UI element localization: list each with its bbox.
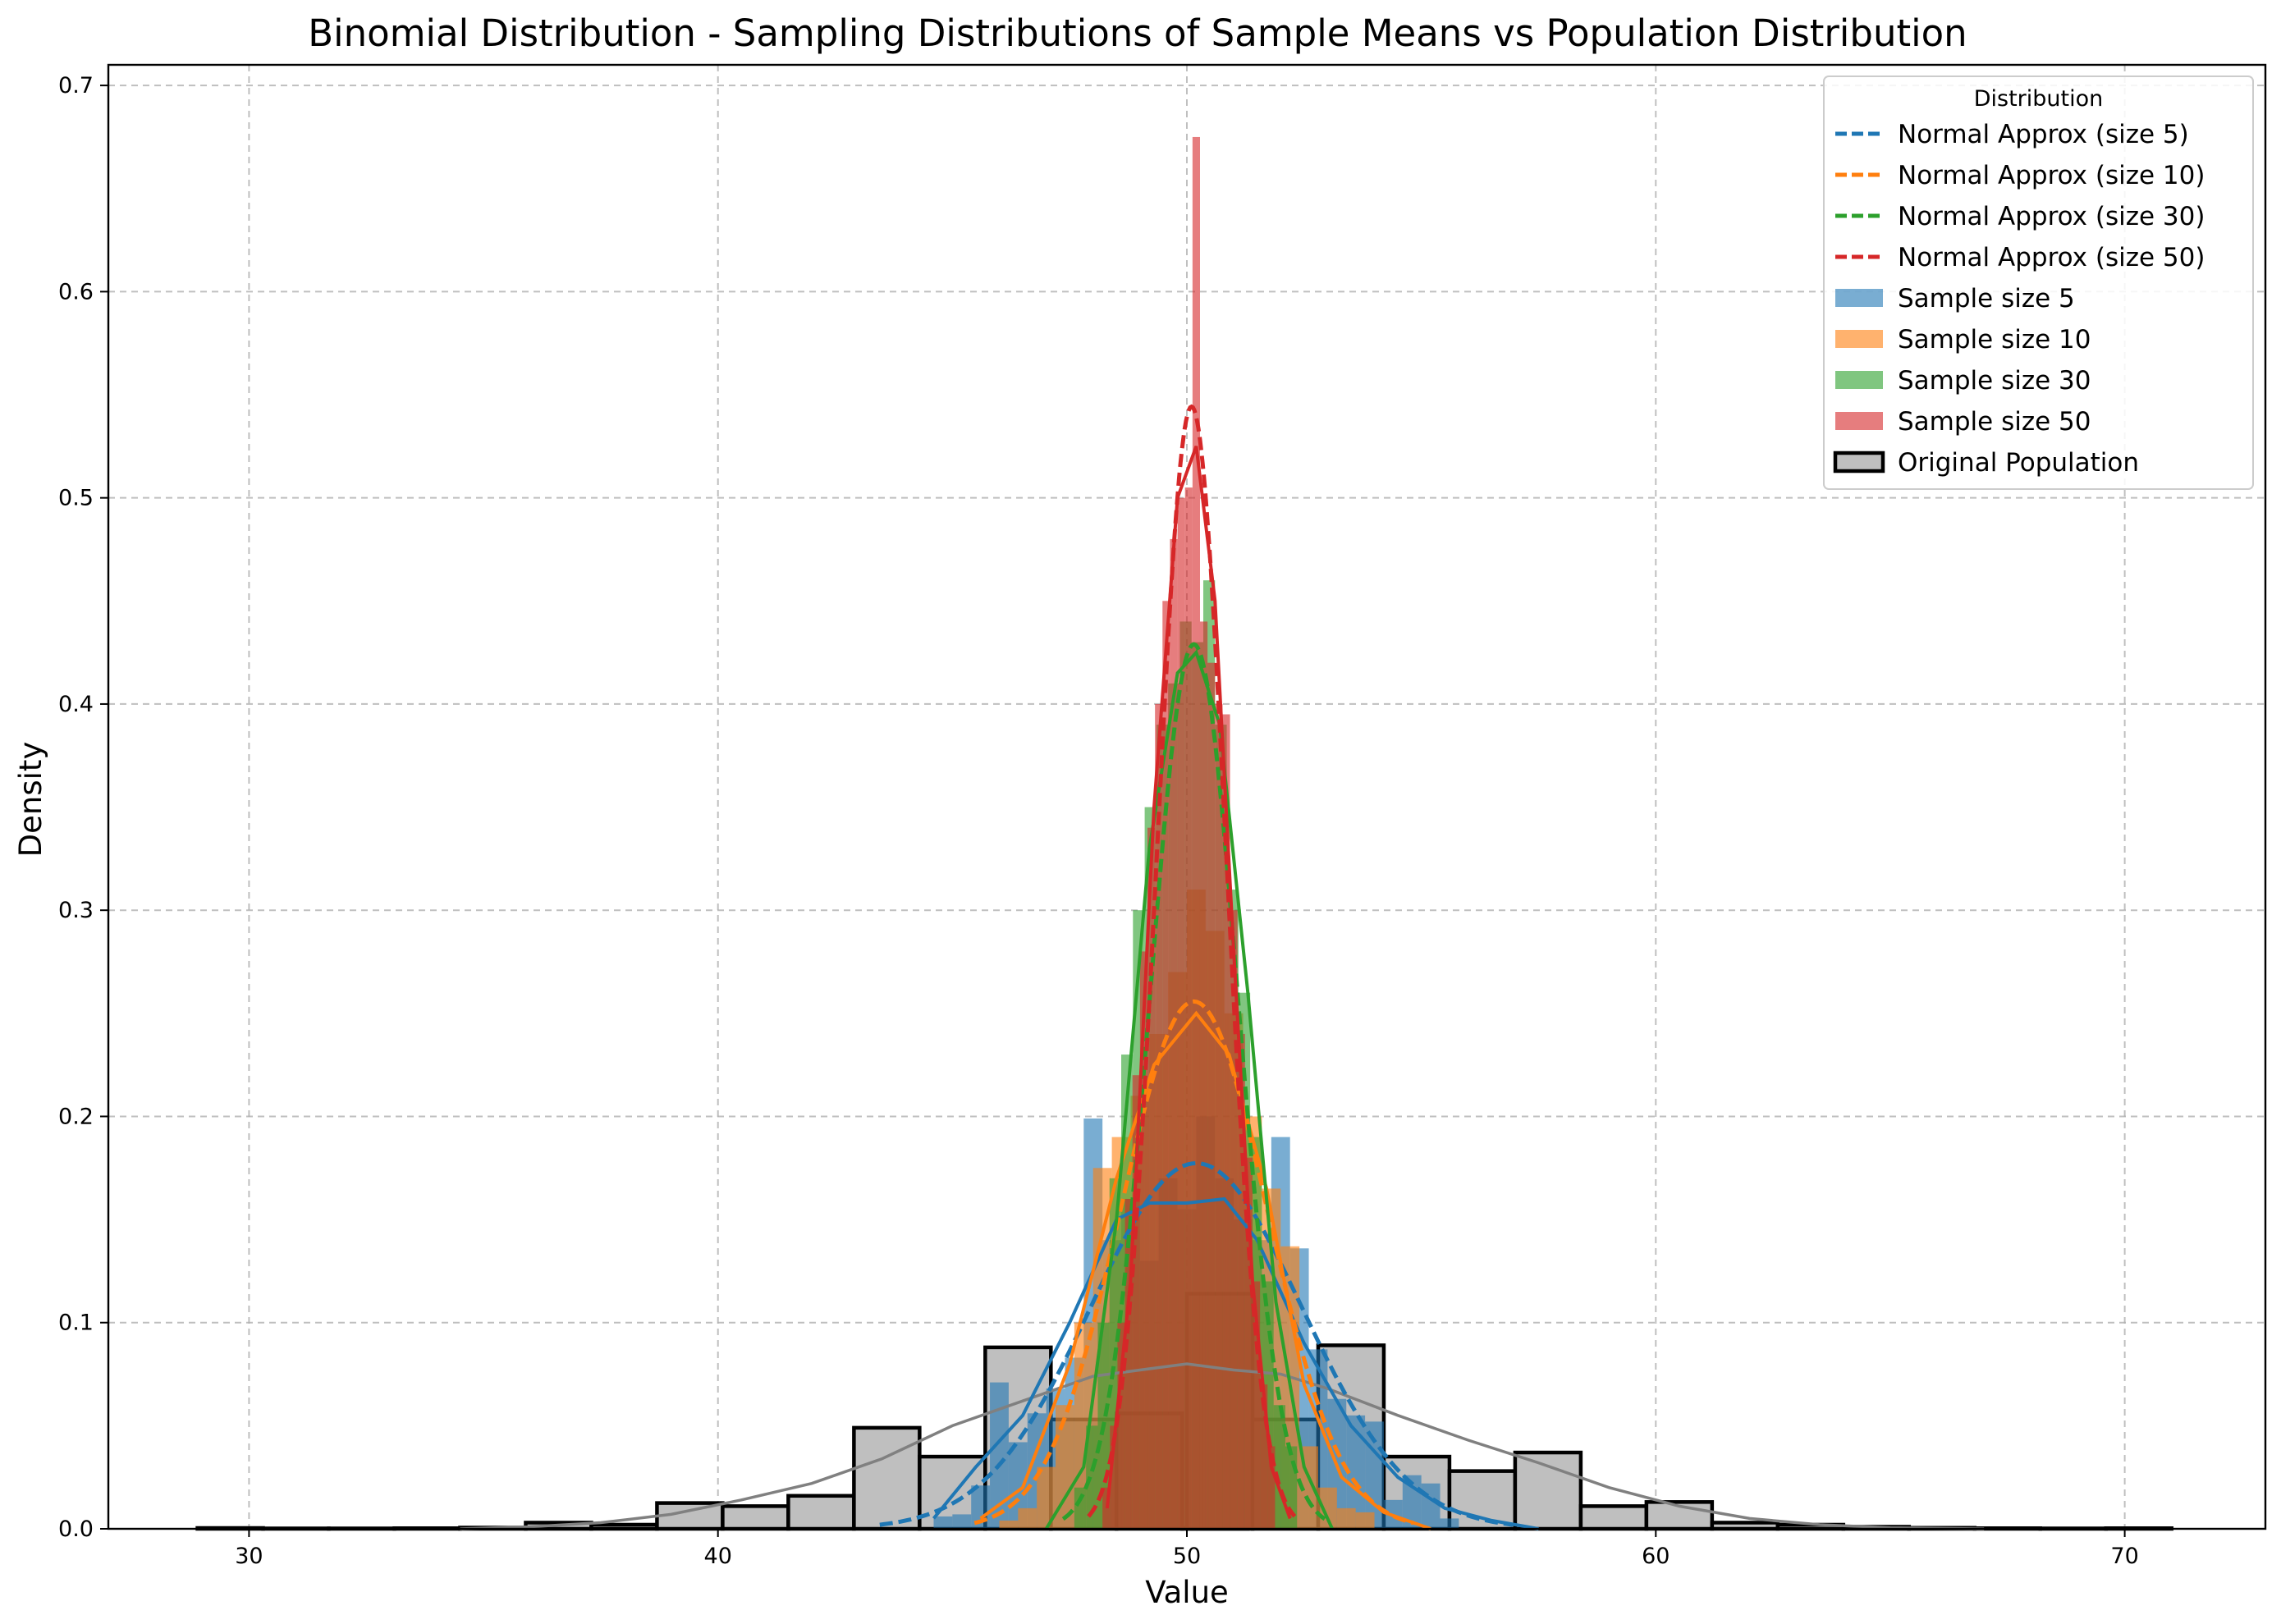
- x-tick-label: 40: [704, 1544, 732, 1569]
- x-tick-label: 50: [1173, 1544, 1201, 1569]
- plot-area: [195, 136, 2173, 1531]
- population-bar: [852, 1425, 922, 1531]
- sample-bar-size-5: [990, 1382, 1009, 1529]
- sample-bar-size-50: [1170, 538, 1178, 1529]
- sample-bar-size-50: [1222, 714, 1230, 1529]
- sample-bar-size-30: [1074, 1487, 1087, 1529]
- legend-entry-label: Normal Approx (size 10): [1898, 161, 2205, 190]
- sample-bar-size-50: [1244, 1157, 1253, 1529]
- sample-bar-size-50: [1117, 1322, 1125, 1529]
- sample-bar-size-50: [1252, 1281, 1261, 1529]
- sample-bar-size-50: [1267, 1446, 1276, 1529]
- y-tick-label: 0.1: [58, 1311, 94, 1336]
- sample-bar-size-50: [1207, 662, 1216, 1530]
- y-tick-label: 0.0: [58, 1516, 94, 1542]
- legend-swatch: [1835, 412, 1883, 430]
- sample-bar-size-50: [1177, 497, 1185, 1529]
- y-tick-label: 0.6: [58, 279, 94, 304]
- x-tick-label: 60: [1642, 1544, 1670, 1569]
- sample-bar-size-50: [1199, 621, 1208, 1529]
- legend-entry-label: Sample size 30: [1898, 366, 2091, 396]
- x-tick-label: 70: [2110, 1544, 2138, 1569]
- sample-bar-size-50: [1110, 1425, 1118, 1529]
- sample-bar-size-30: [1273, 1405, 1285, 1529]
- sample-bar-size-10: [1056, 1405, 1074, 1529]
- population-bar: [721, 1504, 790, 1531]
- y-tick-label: 0.2: [58, 1104, 94, 1129]
- sample-bar-size-5: [933, 1516, 953, 1529]
- sample-bar-size-5: [1346, 1415, 1366, 1529]
- legend-swatch: [1835, 371, 1883, 389]
- legend-swatch: [1835, 289, 1883, 307]
- y-tick-label: 0.4: [58, 692, 94, 717]
- sample-bar-size-50: [1162, 601, 1170, 1529]
- sample-bar-size-10: [1317, 1487, 1337, 1529]
- population-bar: [1447, 1469, 1518, 1531]
- y-axis-label: Density: [13, 742, 48, 858]
- legend-box: [1823, 75, 2254, 490]
- sample-bar-size-10: [1018, 1507, 1037, 1529]
- sample-bar-size-50: [1155, 703, 1163, 1529]
- axis-ticks: 30 40 50 60 70 0.0 0.1 0.2 0.3 0.4 0.5 0.6 0.7: [58, 73, 2139, 1569]
- sample-bar-size-10: [1355, 1512, 1375, 1529]
- y-tick-label: 0.3: [58, 898, 94, 923]
- sample-bar-size-30: [1285, 1446, 1298, 1529]
- sample-bar-size-10: [1037, 1466, 1056, 1529]
- legend-swatch: [1833, 451, 1885, 473]
- sample-bar-size-5: [1421, 1483, 1441, 1529]
- sample-bar-size-50: [1147, 827, 1156, 1529]
- population-bar: [1513, 1450, 1583, 1531]
- y-tick-label: 0.5: [58, 486, 94, 511]
- legend-entry-label: Normal Approx (size 30): [1898, 202, 2205, 231]
- kde-line-size-10: [979, 1010, 1431, 1530]
- legend: Distribution Normal Approx (size 5) Normal…: [1823, 75, 2254, 490]
- legend-title: Distribution: [1974, 86, 2104, 112]
- legend-entry-label: Original Population: [1898, 448, 2139, 478]
- legend-entry-label: Sample size 50: [1898, 407, 2091, 437]
- legend-entry-label: Sample size 5: [1898, 284, 2075, 313]
- normal-approx-line-size-30: [1061, 642, 1326, 1521]
- population-bar: [786, 1494, 856, 1531]
- sample-bar-size-50: [1124, 1198, 1133, 1529]
- population-kde-line: [460, 1362, 1985, 1530]
- x-tick-label: 30: [235, 1544, 263, 1569]
- sample-bar-size-50: [1237, 1033, 1245, 1529]
- kde-line-size-30: [1044, 649, 1334, 1530]
- sample-bar-size-50: [1260, 1384, 1268, 1529]
- sample-bar-size-5: [952, 1514, 972, 1529]
- normal-approx-line-size-5: [879, 1160, 1514, 1527]
- sample-bar-size-50: [1192, 136, 1200, 1530]
- legend-swatch: [1835, 330, 1883, 348]
- sample-bar-size-5: [1008, 1442, 1028, 1529]
- sample-bar-size-10: [1336, 1507, 1356, 1529]
- x-axis-label: Value: [1145, 1575, 1229, 1610]
- sample-bar-size-50: [1132, 1075, 1140, 1529]
- legend-entry-label: Normal Approx (size 50): [1898, 243, 2205, 272]
- population-bar: [1578, 1504, 1649, 1531]
- y-tick-label: 0.7: [58, 73, 94, 98]
- sample-bar-size-50: [1102, 1487, 1111, 1529]
- sample-bar-size-50: [1139, 951, 1148, 1529]
- normal-approx-line-size-10: [973, 999, 1414, 1526]
- sample-bar-size-50: [1215, 703, 1223, 1529]
- legend-entry-label: Normal Approx (size 5): [1898, 120, 2189, 149]
- sample-bar-size-30: [1086, 1425, 1098, 1529]
- sample-bar-size-50: [1230, 910, 1238, 1529]
- sample-bar-size-50: [1184, 487, 1193, 1529]
- sample-bar-size-10: [999, 1520, 1019, 1529]
- normal-approx-line-size-50: [1087, 404, 1297, 1518]
- kde-line-size-5: [932, 1196, 1539, 1530]
- sample-bar-size-5: [1440, 1518, 1459, 1529]
- chart-title: Binomial Distribution - Sampling Distrib…: [308, 11, 1967, 55]
- legend-entry-label: Sample size 10: [1898, 325, 2091, 355]
